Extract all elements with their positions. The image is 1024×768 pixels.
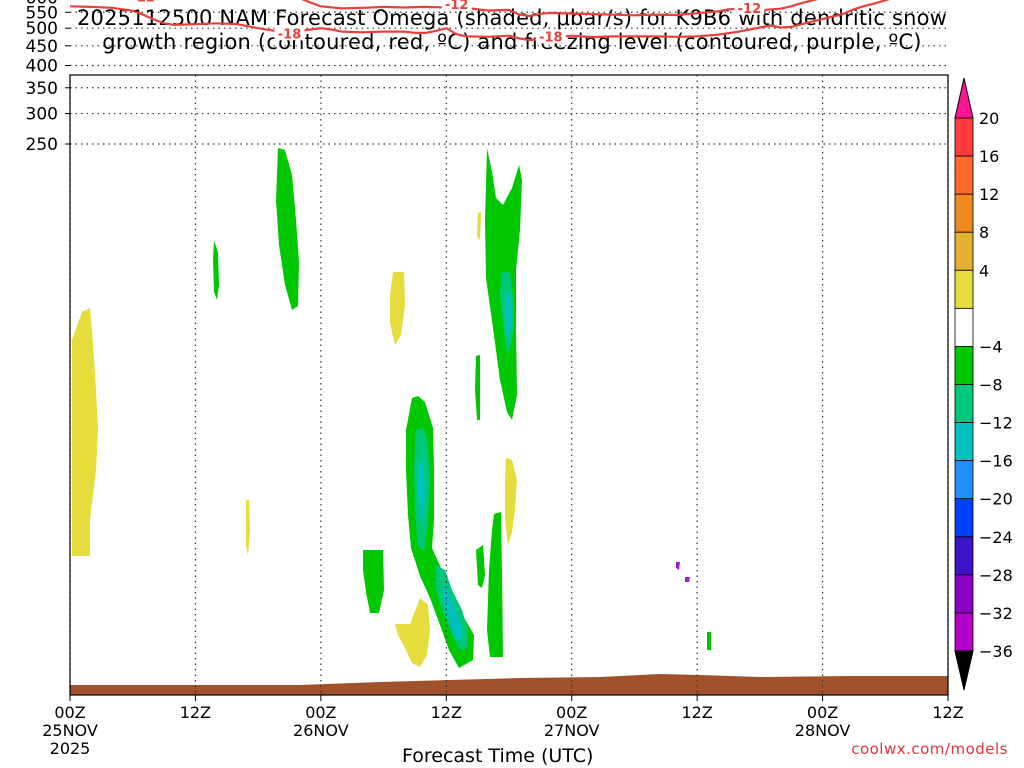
omega-shade [443,587,462,640]
chart-title: 2025112500 NAM Forecast Omega (shaded, μ… [0,6,1024,54]
colorbar-label: 12 [979,185,999,204]
colorbar-label: −32 [979,604,1013,623]
omega-shade [685,577,690,582]
contour-label-bg [274,26,305,41]
y-tick-label: 500 [26,19,58,39]
colorbar-label: −28 [979,566,1013,585]
x-tick-date: 28NOV [795,721,851,740]
contour-label-bg [734,0,765,15]
omega-shade [476,545,485,588]
y-tick-label: 250 [26,135,58,155]
x-tick-year: 2025 [50,739,91,758]
colorbar-swatch [954,231,974,271]
x-tick-date: 27NOV [544,721,600,740]
contour-line [301,0,819,18]
colorbar-label: −4 [979,337,1003,356]
omega-shade [505,458,517,545]
credit-link[interactable]: coolwx.com/models [851,740,1008,758]
colorbar-label: −16 [979,452,1013,471]
omega-shade [363,550,384,613]
colorbar-swatch [954,574,974,614]
colorbar-swatch [954,307,974,347]
colorbar-label: −8 [979,376,1003,395]
colorbar-swatch [954,460,974,500]
x-tick-label: 12Z [431,703,462,722]
x-tick-label: 12Z [180,703,211,722]
contour-label: -12 [445,0,469,13]
contour-label: -12 [738,2,762,17]
contour-lines: -18-18-12-12-12000 [69,0,890,45]
omega-shade [505,292,511,342]
y-tick-label: 400 [26,56,58,76]
plot-frame [69,74,949,696]
colorbar-swatch [954,346,974,385]
chart-title-line-2: growth region (contoured, red, ºC) and f… [102,30,922,54]
contour-line [69,0,890,42]
y-tick-label: 550 [26,3,58,23]
colorbar-swatch [954,422,974,462]
omega-shade [707,632,711,650]
contour-label-bg [441,0,472,11]
omega-shade [475,355,480,420]
colorbar-label: 4 [979,261,989,280]
contour-label: -12 [131,0,155,5]
y-tick-label: 350 [26,79,58,99]
omega-shaded-regions [72,148,711,668]
omega-shade [395,598,430,667]
terrain-band [70,674,948,695]
contour-label: -18 [539,30,563,45]
colorbar-label: 20 [979,109,999,128]
chart-grid [69,11,949,695]
x-tick-label: 12Z [932,703,963,722]
colorbar-min-arrow [954,650,974,691]
colorbar-label: −36 [979,642,1013,661]
colorbar-label: −24 [979,528,1013,547]
y-axis: 2503003504004505005506006507007508008509… [26,0,70,155]
colorbar-swatch [954,155,974,195]
omega-shade [213,241,219,300]
colorbar-label: −12 [979,414,1013,433]
x-tick-label: 00Z [556,703,587,722]
omega-shade [477,212,481,240]
colorbar-swatch [954,384,974,423]
x-tick-label: 00Z [54,703,85,722]
colorbar-swatch [954,612,974,652]
y-tick-label: 300 [26,105,58,125]
contour-label: -18 [278,27,302,42]
colorbar: 20 16 12 8 4 −4 −8 −12 −16 −20 −24 −28 −32 −36 [954,77,1013,691]
omega-shade [418,462,425,520]
x-axis-label: Forecast Time (UTC) [402,745,594,767]
omega-shade [390,272,405,345]
colorbar-max-arrow [954,77,974,119]
omega-shade [72,308,98,556]
omega-shade [676,562,680,570]
y-tick-label: 450 [26,37,58,57]
colorbar-swatch [954,193,974,233]
omega-shade [246,500,250,556]
x-tick-date: 26NOV [293,721,349,740]
contour-label-bg [535,29,566,44]
colorbar-label: 16 [979,147,999,166]
colorbar-swatch [954,498,974,538]
colorbar-swatch [954,536,974,576]
chart-title-line-1: 2025112500 NAM Forecast Omega (shaded, μ… [76,6,948,30]
x-tick-date: 25NOV [42,721,98,740]
omega-shade [276,148,299,310]
y-tick-label: 600 [26,0,58,9]
colorbar-label: 8 [979,223,989,242]
x-tick-label: 00Z [807,703,838,722]
x-tick-label: 12Z [681,703,712,722]
colorbar-swatch [954,269,974,309]
omega-shade [487,512,503,657]
colorbar-swatch [954,117,974,157]
x-tick-label: 00Z [305,703,336,722]
contour-label-bg [128,0,159,4]
colorbar-label: −20 [979,490,1013,509]
